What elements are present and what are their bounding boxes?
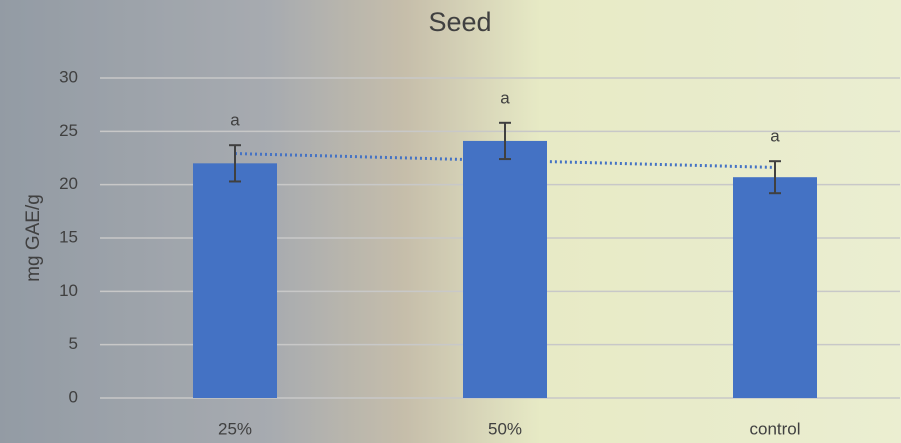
x-tick-label: 50% (488, 419, 522, 438)
chart: Seed mg GAE/g 0 5 10 15 20 25 30 25% 50% control a… (0, 0, 901, 443)
y-tick-label: 0 (69, 387, 78, 406)
x-tick-label: control (749, 419, 800, 438)
x-tick-label: 25% (218, 419, 252, 438)
annotation: a (770, 127, 780, 146)
y-tick-label: 30 (59, 67, 78, 86)
bar (193, 163, 277, 398)
annotation: a (230, 111, 240, 130)
y-axis-label: mg GAE/g (23, 194, 44, 282)
y-tick-label: 25 (59, 121, 78, 140)
bar (733, 177, 817, 398)
chart-title: Seed (428, 7, 491, 37)
y-tick-label: 5 (69, 334, 78, 353)
annotation: a (500, 88, 510, 107)
y-tick-label: 20 (59, 174, 78, 193)
y-tick-label: 10 (59, 281, 78, 300)
bar (463, 141, 547, 398)
y-tick-label: 15 (59, 227, 78, 246)
